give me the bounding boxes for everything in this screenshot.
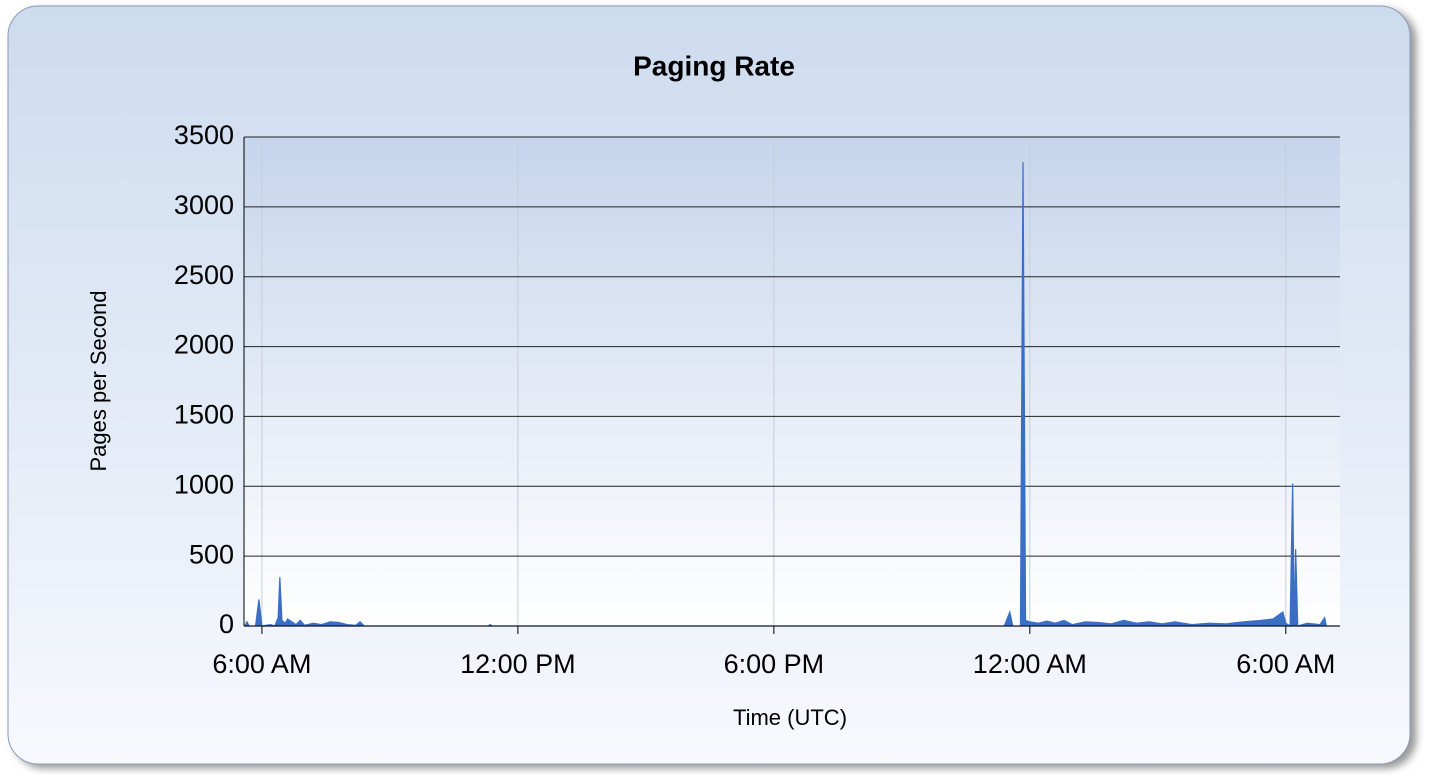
- plot-layer: 6:00 AM 12:00 PM 6:00 PM 12:00 AM 6:00 AM 0 50…: [174, 120, 1340, 679]
- y-tick-label: 500: [189, 539, 234, 569]
- y-axis-label: Pages per Second: [86, 290, 111, 471]
- chart-title: Paging Rate: [633, 50, 795, 81]
- y-tick-label: 1000: [174, 469, 234, 499]
- y-tick-label: 2000: [174, 330, 234, 360]
- x-tick-label: 12:00 AM: [973, 649, 1087, 679]
- x-tick-label: 6:00 PM: [724, 649, 825, 679]
- x-tick-label: 12:00 PM: [460, 649, 576, 679]
- x-tick-label: 6:00 AM: [1236, 649, 1335, 679]
- x-tick-label: 6:00 AM: [212, 649, 311, 679]
- area: [243, 162, 1340, 628]
- y-tick-label: 1500: [174, 400, 234, 430]
- y-tick-label: 3500: [174, 120, 234, 150]
- y-tick-label: 2500: [174, 260, 234, 290]
- y-tick-label: 0: [219, 609, 234, 639]
- x-axis-label: Time (UTC): [733, 705, 847, 730]
- plot-area: [244, 137, 1340, 626]
- y-tick-label: 3000: [174, 190, 234, 220]
